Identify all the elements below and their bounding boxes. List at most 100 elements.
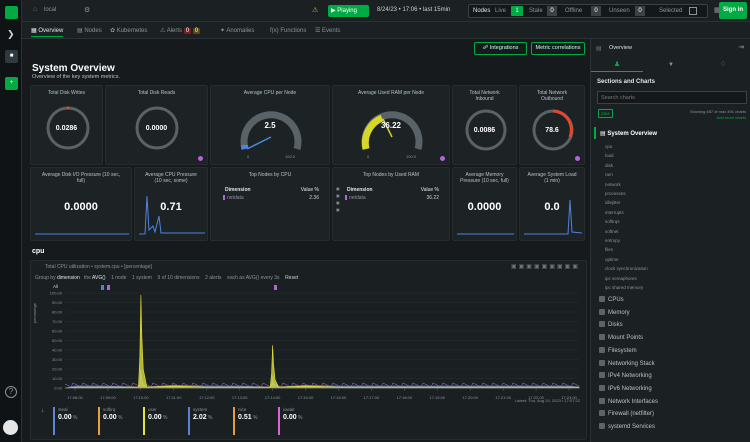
section-item[interactable]: Mount Points [599,334,643,341]
card-top-cpu[interactable]: Top Nodes by CPU Dimension Value % netda… [210,167,330,241]
metric-correlations-button[interactable]: Metric correlations [531,42,585,55]
aggregation-dropdown[interactable]: each as AVG() every 3s [227,275,280,281]
toc-item[interactable]: softnet [605,228,619,234]
toc-item[interactable]: files [605,247,614,253]
home-icon[interactable]: ⌂ [33,6,38,13]
cpu-chart-card[interactable]: Total CPU utilization • system.cpu • [pe… [30,260,587,440]
legend-item[interactable]: system 2.02 % [188,407,230,435]
tab-anomalies[interactable]: ✦ Anomalies [220,28,255,34]
time-range[interactable]: 8/24/23 • 17:06 • last 15min [377,7,451,13]
section-item[interactable]: IPv4 Networking [599,372,652,379]
add-space-icon[interactable]: + [5,77,18,90]
card-cpu-pressure[interactable]: Average CPU Pressure (10 sec, some) 0.71 [134,167,208,241]
unseen-label[interactable]: Unseen [609,8,630,14]
gauge-card-net-in[interactable]: Total Network Inbound 0.0086 [452,85,517,165]
stale-label[interactable]: Stale [529,8,543,14]
legend-item[interactable]: steal 0.00 % [53,407,95,435]
section-item[interactable]: systemd Services [599,423,655,430]
legend-item[interactable]: softirq 0.00 % [98,407,140,435]
tab-sections-icon[interactable]: ♟ [591,58,643,72]
toc-item[interactable]: processes [605,191,626,196]
reset-button[interactable]: Reset [285,275,299,281]
alerts-dropdown[interactable]: 2 alerts [205,275,222,281]
card-disk-pressure[interactable]: Average Disk I/O Pressure (10 sec, full)… [30,167,132,241]
section-item[interactable]: IPv6 Networking [599,384,652,392]
collapse-panel-icon[interactable]: ⇥ [738,44,744,51]
section-item[interactable]: CPUs [599,296,624,303]
toc-item[interactable]: ram [605,172,613,178]
active-marker [594,127,596,139]
add-charts-button[interactable]: plus [598,109,613,118]
dimensions-dropdown[interactable]: 9 of 10 dimensions [157,275,200,281]
expand-icon[interactable]: ❯ [7,29,15,39]
playing-button[interactable]: ▶ Playing [328,5,369,17]
toc-item[interactable]: entropy [605,238,621,243]
settings-icon[interactable]: ⚙ [84,7,91,14]
alert-bell-icon[interactable]: ⚠ [312,7,319,14]
toc-item[interactable]: idlejitter [605,200,621,206]
space-icon[interactable]: ■ [5,50,18,63]
tab-alerts[interactable]: ⚠ Alerts 0 0 [160,28,201,34]
netdata-logo[interactable] [5,6,18,19]
tab-functions[interactable]: f(x) Functions [270,28,307,34]
sign-in-button[interactable]: Sign in [719,2,747,19]
nodes-dropdown[interactable]: 1 node [111,275,127,281]
avatar[interactable] [3,420,18,435]
gauge-value: 0.0000 [145,125,168,132]
toc-item[interactable]: cpu [605,144,613,149]
toc-item[interactable]: ipc semaphores [605,275,637,281]
toc-item[interactable]: clock synchronization [605,266,648,272]
gauge-card-cpu[interactable]: Average CPU per Node 2.5 0 100.0 [210,85,330,165]
selected-checkbox[interactable] [689,7,697,15]
tab-alerts-icon[interactable]: ♢ [719,61,727,68]
toc-item[interactable]: ipc shared memory [605,285,644,290]
grid-icon[interactable]: ▦ [714,7,721,14]
card-title: Average Disk I/O Pressure (10 sec, full) [41,172,121,184]
instances-dropdown[interactable]: 1 system [131,275,152,281]
groupby-dropdown[interactable]: dimension [56,275,80,281]
gauge-max: 100.0 [406,154,417,159]
tab-filter-icon[interactable]: ▼ [668,62,674,68]
section-item[interactable]: Firewall (netfilter) [599,410,654,417]
section-item[interactable]: Network Interfaces [599,397,658,405]
tab-overview[interactable]: ▦ Overview [31,25,64,37]
legend-item[interactable]: nice 0.51 % [233,407,275,435]
toc-item[interactable]: load [605,153,614,159]
toc-item[interactable]: interrupts [605,209,624,215]
legend-item[interactable]: iowait 0.00 % [278,407,320,435]
legend-item[interactable]: user 0.00 % [143,407,185,435]
live-label[interactable]: Live [495,8,507,14]
gauge-card-net-out[interactable]: Total Network Outbound 78.6 [519,85,585,165]
search-charts-input[interactable] [597,91,747,104]
section-item[interactable]: Memory [599,308,630,316]
active-section[interactable]: ▤ System Overview [600,130,657,137]
offline-label[interactable]: Offline [565,8,583,14]
tab-bar: ▦ Overview ▤ Nodes ✿ Kubernetes ⚠ Alerts… [22,22,750,39]
tab-nodes[interactable]: ▤ Nodes [77,28,102,34]
help-icon[interactable]: ? [5,386,17,398]
card-system-load[interactable]: Average System Load (1 min) 0.0 [519,167,585,241]
gauge-card-disk-writes[interactable]: Total Disk Writes 0.0286 [30,85,103,165]
gauge-card-disk-reads[interactable]: Total Disk Reads 0.0000 [105,85,208,165]
add-more-link[interactable]: Add more charts [716,115,746,120]
legend-expand-icon[interactable]: ↓ [41,408,44,414]
cpu-line-chart[interactable]: 0.00 10.00 20.00 30.00 40.00 50.00 60.00 70.00 8… [31,285,588,413]
gauge-card-ram[interactable]: Average Used RAM per Node 36.22 0 100.0 [332,85,450,165]
section-item[interactable]: Disks [599,321,623,328]
card-toolbar-icons[interactable]: ▣ ▣ ▣ ▣ [336,186,340,212]
tab-kubernetes[interactable]: ✿ Kubernetes [110,28,148,34]
space-name[interactable]: local [44,7,57,13]
card-top-ram[interactable]: Top Nodes by Used RAM ▣ ▣ ▣ ▣ Dimension Val… [332,167,450,241]
chart-toolbar-icons[interactable]: ▣▣▣▣▣▣▣▣▣ [510,264,580,270]
integrations-button[interactable]: ☍ Integrations [474,42,527,55]
card-mem-pressure[interactable]: Average Memory Pressure (10 sec, full) 0… [452,167,517,241]
toc-item[interactable]: uptime [605,256,619,262]
toc-item[interactable]: network [605,181,621,187]
toc-item[interactable]: softirqs [605,219,620,225]
tab-events[interactable]: ☰ Events [315,28,341,34]
section-item[interactable]: Filesystem [599,346,637,354]
section-item[interactable]: Networking Stack [599,359,655,367]
agg-dropdown[interactable]: AVG() [92,275,106,281]
selected-label[interactable]: Selected [659,8,683,14]
toc-item[interactable]: disk [605,162,614,168]
